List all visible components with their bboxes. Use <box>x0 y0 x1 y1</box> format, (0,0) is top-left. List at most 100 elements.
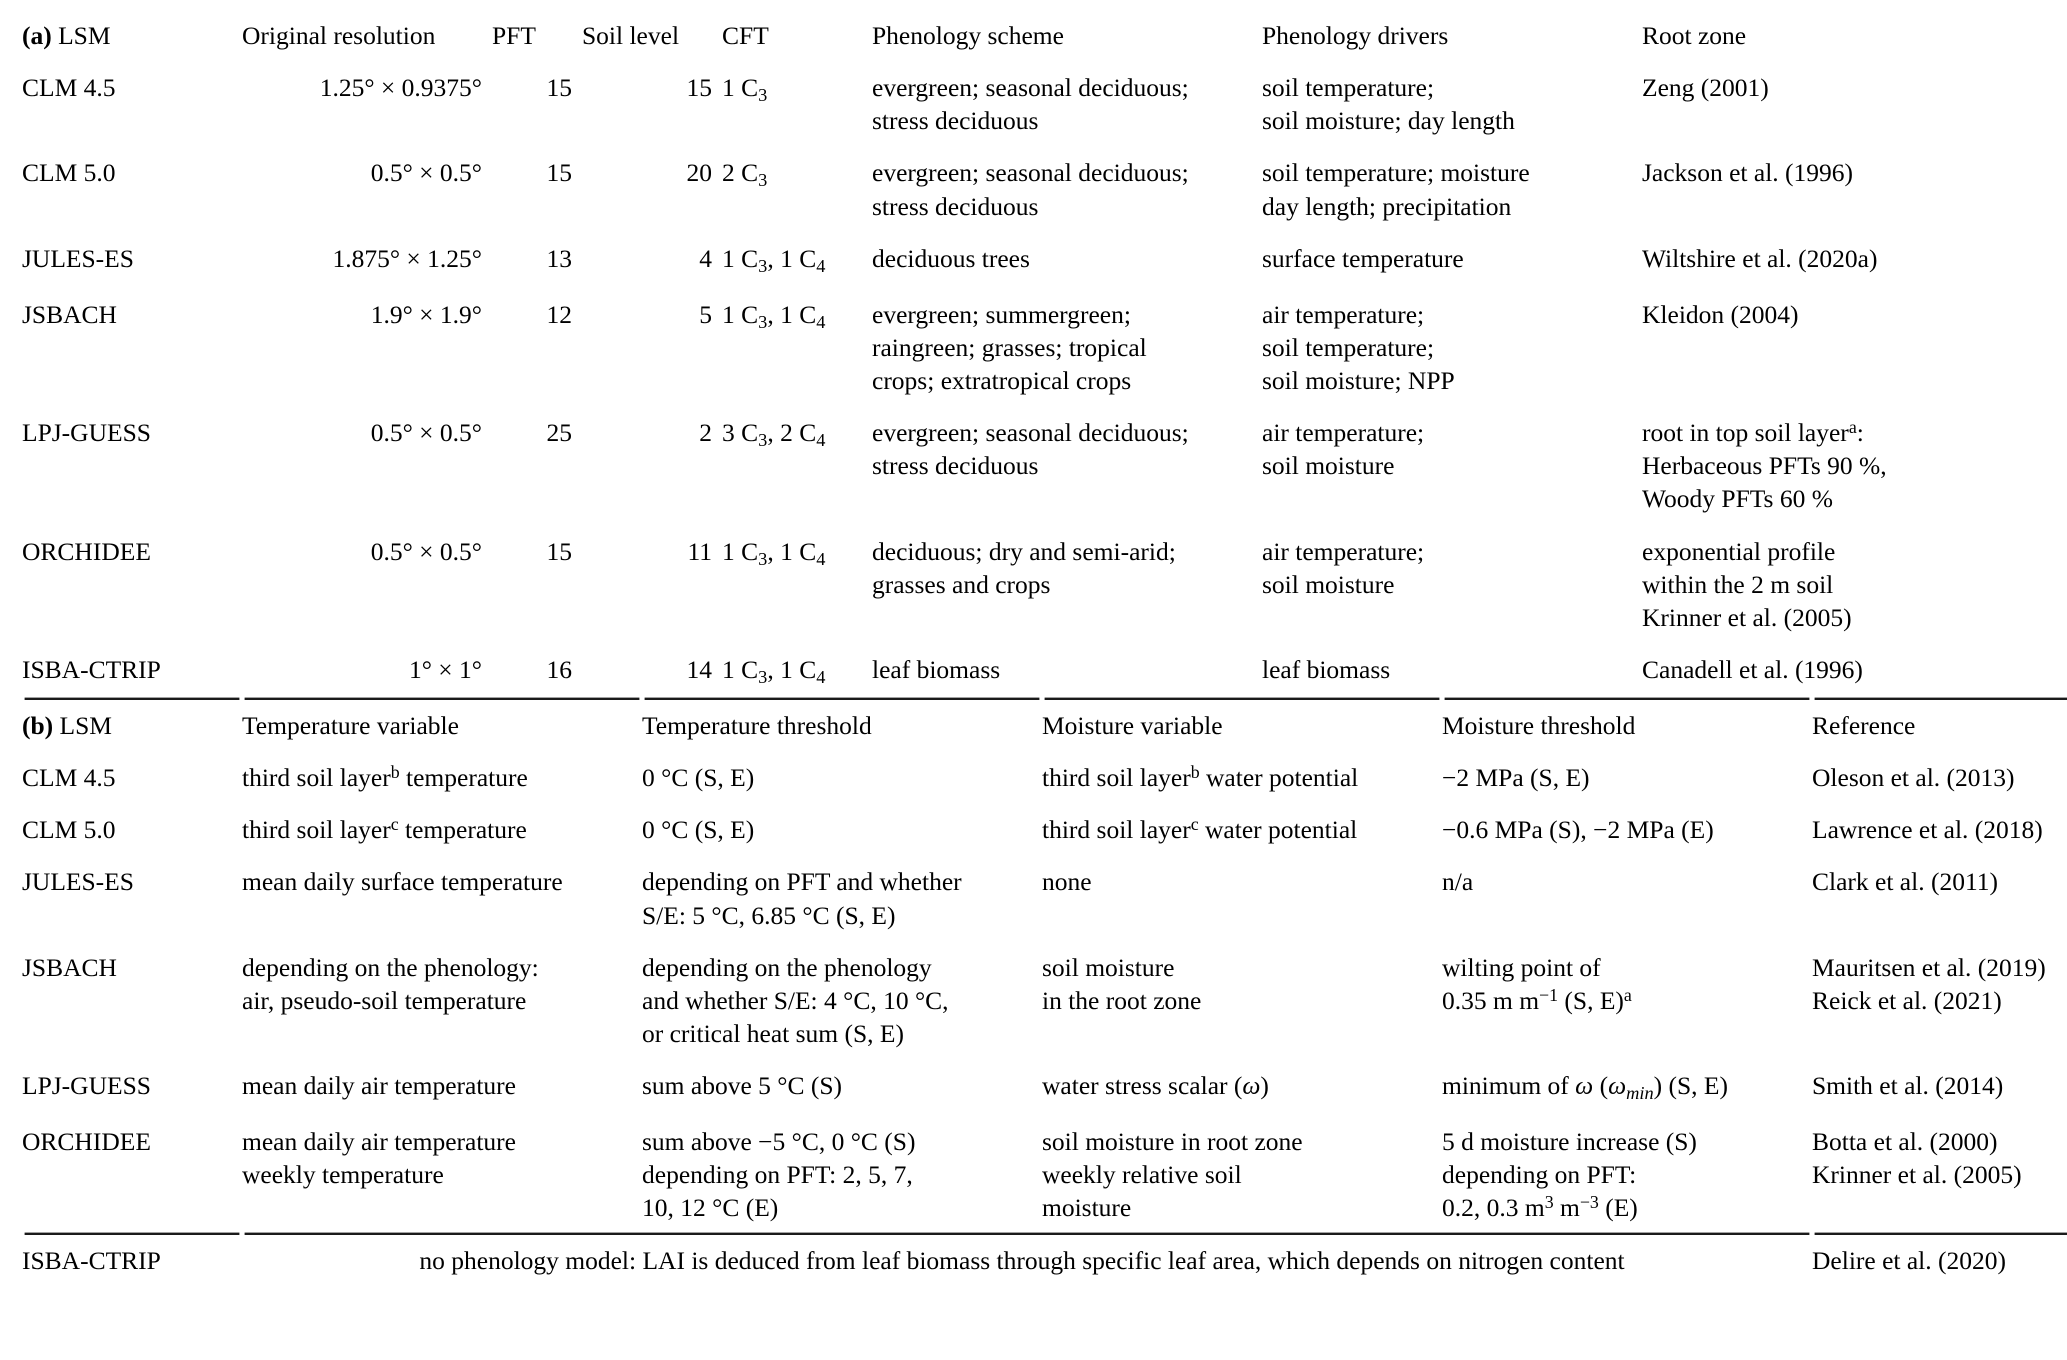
footnote-marker-b: b <box>1190 762 1200 783</box>
cell-cft: 1 C3, 1 C4 <box>722 526 872 644</box>
text-line: grasses and crops <box>872 569 1051 599</box>
cell-lsm: CLM 4.5 <box>22 763 116 793</box>
text-part: temperature <box>399 763 528 793</box>
text-line: none <box>1042 867 1092 897</box>
cell-lsm: ISBA-CTRIP <box>22 1235 242 1287</box>
table-row: LPJ-GUESS 0.5° × 0.5° 25 2 3 C3, 2 C4 ev… <box>22 407 2045 525</box>
table-row: JSBACH depending on the phenology: air, p… <box>22 942 2067 1060</box>
text-line: soil moisture <box>1262 569 1395 599</box>
cft-part2: , 2 C <box>767 418 817 448</box>
text-part: 0.2, 0.3 m <box>1442 1193 1545 1223</box>
cell-moisture-threshold: −0.6 MPa (S), −2 MPa (E) <box>1442 804 1812 856</box>
cell-reference: Clark et al. (2011) <box>1812 856 2067 941</box>
cell-phenology-drivers: surface temperature <box>1262 233 1642 289</box>
text-line: Herbaceous PFTs 90 %, <box>1642 451 1887 481</box>
text-part: minimum of <box>1442 1071 1576 1101</box>
cell-temperature-variable: mean daily air temperature weekly tempera… <box>242 1116 642 1234</box>
text-line: Krinner et al. (2005) <box>1642 602 1852 632</box>
table-row: CLM 5.0 0.5° × 0.5° 15 20 2 C3 evergreen… <box>22 147 2045 232</box>
text-part: (S, E) <box>1558 985 1624 1015</box>
cell-pft: 15 <box>546 536 573 566</box>
cell-lsm: ORCHIDEE <box>22 536 151 566</box>
text-line: evergreen; seasonal deciduous; <box>872 418 1189 448</box>
omega-symbol: ω <box>1575 1071 1594 1101</box>
cell-phenology-drivers: air temperature; soil moisture <box>1262 407 1642 525</box>
text-line: 5 d moisture increase (S) <box>1442 1127 1697 1157</box>
cell-root-zone: Canadell et al. (1996) <box>1642 644 2045 700</box>
cell-reference: Lawrence et al. (2018) <box>1812 804 2067 856</box>
cell-resolution: 0.5° × 0.5° <box>370 418 482 448</box>
header-cell-lsm-a: (a) LSM <box>22 10 242 62</box>
cell-lsm: CLM 5.0 <box>22 815 116 845</box>
text-line: −2 MPa (S, E) <box>1442 763 1590 793</box>
text-line: or critical heat sum (S, E) <box>642 1019 904 1049</box>
text-line: n/a <box>1442 867 1474 897</box>
text-line: moisture <box>1042 1193 1132 1223</box>
header-cell-phenology-scheme: Phenology scheme <box>872 21 1064 50</box>
text-line: Krinner et al. (2005) <box>1812 1160 2022 1190</box>
omega-subscript: min <box>1626 1083 1654 1104</box>
text-line: Botta et al. (2000) <box>1812 1127 1998 1157</box>
text-part: ) (S, E) <box>1653 1071 1728 1101</box>
cell-moisture-threshold: wilting point of 0.35 m m−1 (S, E)a <box>1442 942 1812 1060</box>
text-line: within the 2 m soil <box>1642 569 1834 599</box>
cell-temperature-threshold: 0 °C (S, E) <box>642 752 1042 804</box>
cell-moisture-variable: water stress scalar (ω) <box>1042 1060 1442 1116</box>
cell-soil-level: 15 <box>686 73 713 103</box>
cell-soil-level: 20 <box>686 158 713 188</box>
cell-root-zone: Jackson et al. (1996) <box>1642 147 2045 232</box>
text-line: air, pseudo-soil temperature <box>242 985 527 1015</box>
text-line: Jackson et al. (1996) <box>1642 158 1854 188</box>
text-line: 0.2, 0.3 m3 m−3 (E) <box>1442 1191 1802 1224</box>
cell-pft: 12 <box>546 299 573 329</box>
text-line: depending on the phenology <box>642 952 932 982</box>
text-line: surface temperature <box>1262 243 1464 273</box>
text-line: air temperature; <box>1262 536 1425 566</box>
text-line: Delire et al. (2020) <box>1812 1245 2007 1275</box>
cell-pft: 16 <box>546 655 573 684</box>
text-line: 0 °C (S, E) <box>642 815 755 845</box>
cell-resolution: 1.9° × 1.9° <box>370 299 482 329</box>
cell-phenology-drivers: soil temperature; soil moisture; day leng… <box>1262 62 1642 147</box>
cell-pft: 15 <box>546 73 573 103</box>
text-line: Mauritsen et al. (2019) <box>1812 952 2046 982</box>
text-line: soil temperature; <box>1262 73 1435 103</box>
cell-reference: Oleson et al. (2013) <box>1812 752 2067 804</box>
text-line: sum above −5 °C, 0 °C (S) <box>642 1127 916 1157</box>
cell-moisture-threshold: n/a <box>1442 856 1812 941</box>
text-line: mean daily air temperature <box>242 1071 516 1101</box>
cell-moisture-variable: soil moisture in the root zone <box>1042 942 1442 1060</box>
table-row: JULES-ES mean daily surface temperature … <box>22 856 2067 941</box>
cell-temperature-threshold: sum above 5 °C (S) <box>642 1060 1042 1116</box>
cell-lsm: JSBACH <box>22 952 117 982</box>
cell-root-zone: Zeng (2001) <box>1642 62 2045 147</box>
cell-temperature-variable: mean daily air temperature <box>242 1060 642 1116</box>
table-row: JULES-ES 1.875° × 1.25° 13 4 1 C3, 1 C4 … <box>22 233 2045 289</box>
text-line: soil moisture; NPP <box>1262 365 1455 395</box>
cell-cft: 1 C3, 1 C4 <box>722 233 872 289</box>
cell-root-zone: root in top soil layera: Herbaceous PFTs … <box>1642 407 2045 525</box>
cell-root-zone: Kleidon (2004) <box>1642 289 2045 407</box>
text-line: wilting point of <box>1442 952 1601 982</box>
cell-temperature-variable: third soil layerc temperature <box>242 804 642 856</box>
cell-phenology-scheme: evergreen; seasonal deciduous; stress dec… <box>872 407 1262 525</box>
cell-pft: 13 <box>546 243 573 273</box>
cell-phenology-scheme: evergreen; summergreen; raingreen; grasse… <box>872 289 1262 407</box>
text-line: weekly temperature <box>242 1160 444 1190</box>
cell-lsm: JULES-ES <box>22 867 134 897</box>
exponent: −1 <box>1539 984 1559 1005</box>
cft-part1: 3 C <box>722 418 759 448</box>
cell-phenology-drivers: soil temperature; moisture day length; pr… <box>1262 147 1642 232</box>
footnote-marker-a: a <box>1623 984 1632 1005</box>
header-cell-phenology-drivers: Phenology drivers <box>1262 21 1449 50</box>
header-cell-moisture-threshold: Moisture threshold <box>1442 700 1812 752</box>
cell-temperature-threshold: 0 °C (S, E) <box>642 804 1042 856</box>
text-line: weekly relative soil <box>1042 1160 1242 1190</box>
text-line: soil moisture; day length <box>1262 106 1515 136</box>
cell-pft: 15 <box>546 158 573 188</box>
cft-part2: , 1 C <box>767 299 817 329</box>
header-lsm-rest-b: LSM <box>53 711 112 740</box>
cft-sub2: 4 <box>816 667 826 688</box>
text-part: water stress scalar ( <box>1042 1071 1243 1101</box>
text-part: water potential <box>1199 763 1359 793</box>
